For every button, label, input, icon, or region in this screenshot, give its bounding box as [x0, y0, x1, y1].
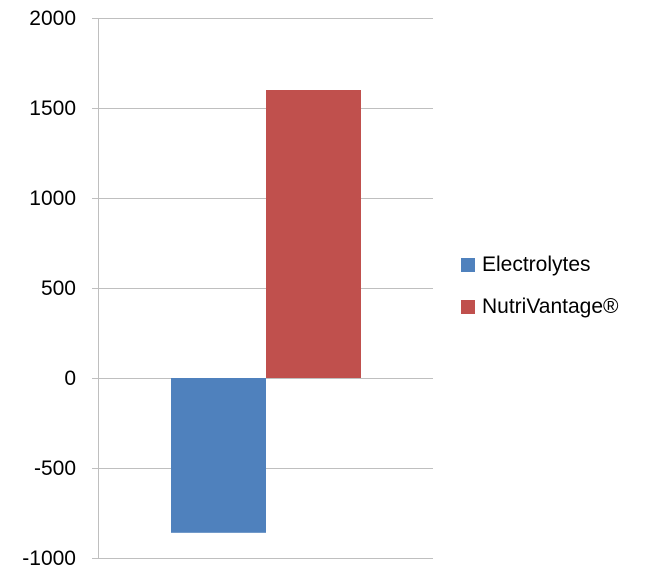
legend-label-nutrivantage: NutriVantage® [482, 295, 619, 318]
legend-swatch-electrolytes [461, 258, 475, 272]
legend-item-nutrivantage: NutriVantage® [461, 295, 619, 318]
y-tick-label: 1500 [29, 97, 76, 120]
y-tick-label: 0 [64, 367, 76, 390]
bar-electrolytes [171, 378, 266, 533]
legend-label-electrolytes: Electrolytes [482, 253, 591, 276]
bars [171, 90, 361, 533]
y-tick-label: 2000 [29, 7, 76, 30]
y-tick-label: -1000 [22, 547, 76, 566]
y-tick-label: 1000 [29, 187, 76, 210]
y-tick-label: 500 [41, 277, 76, 300]
y-axis-tick-labels: 2000 1500 1000 500 0 -500 -1000 [22, 7, 76, 566]
y-tick-label: -500 [34, 457, 76, 480]
bar-nutrivantage [266, 90, 361, 378]
legend-item-electrolytes: Electrolytes [461, 253, 619, 276]
legend: Electrolytes NutriVantage® [461, 253, 619, 338]
legend-swatch-nutrivantage [461, 300, 475, 314]
